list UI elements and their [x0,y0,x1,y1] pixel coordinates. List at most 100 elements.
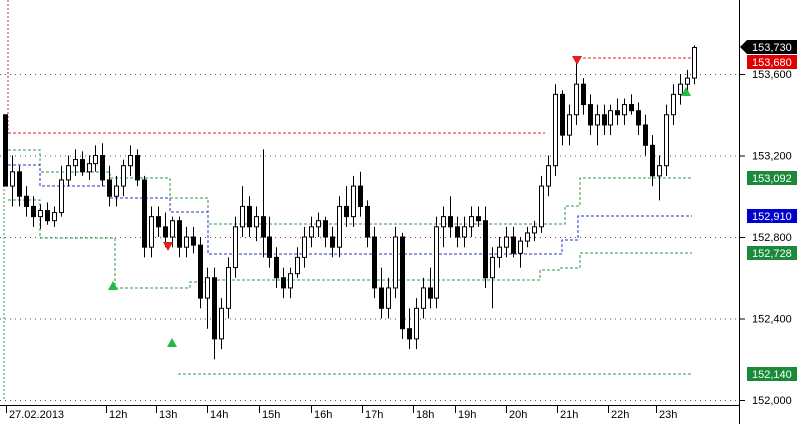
level-label-box [747,55,797,69]
upper-band-line [8,149,692,225]
x-tick-label: 12h [109,409,127,421]
level-label-box [747,367,797,381]
x-tick-label: 27.02.2013 [9,409,64,421]
candle-body [678,83,683,95]
candle-body [184,236,189,248]
candle-body [205,277,210,299]
candle-body [469,216,474,228]
x-tick-label: 18h [416,409,434,421]
candle-body [170,220,175,238]
candle-body [212,277,217,340]
x-tick-label: 22h [611,409,629,421]
candle-body [615,110,620,116]
candle-body [24,195,29,207]
level-label-text: 153,730 [752,42,792,54]
candle-body [588,104,593,126]
candle-body [219,307,224,340]
candle-body [52,212,57,222]
y-tick-label: 153,600 [752,69,792,81]
candle-body [10,171,15,187]
candle-body [455,226,460,238]
x-tick-label: 16h [314,409,332,421]
candle-body [135,155,140,181]
sell-signal-marker [163,242,173,251]
candle-body [490,256,495,279]
level-label-text: 152,140 [752,369,792,381]
candle-body [400,236,405,330]
candle-body [302,236,307,258]
candle-body [441,216,446,228]
candle-body [351,185,356,218]
candle-body [650,144,655,177]
y-axis: 152,000 152,400 152,800 153,200 153,600 [739,69,792,407]
candle-body [226,267,231,309]
candle-body [602,114,607,126]
candle-body [643,124,648,146]
level-label-text: 153,092 [752,173,792,185]
buy-signal-marker [681,87,691,96]
sell-signal-marker [572,56,582,65]
candle-body [428,287,433,299]
candle-body [434,226,439,299]
candle-body [107,179,112,197]
candle-body [344,205,349,218]
candle-body [45,210,50,222]
candle-body [191,236,196,246]
level-label-last-price: 153,730 [740,40,797,54]
candle-body [295,256,300,275]
candle-body [261,216,266,238]
candle-body [240,205,245,228]
candle-body [17,171,22,197]
y-tick-label: 153,200 [752,151,792,163]
x-tick-label: 20h [509,409,527,421]
markers [108,56,691,347]
candle-body [156,216,161,228]
lower-band-line [8,199,692,289]
level-label-green-upper: 153,092 [747,171,797,185]
candle-body [177,220,182,248]
y-tick-label: 152,800 [752,232,792,244]
candle-body [497,246,502,258]
candle-body [330,236,335,248]
x-tick-label: 17h [365,409,383,421]
candle-body [574,83,579,116]
candle-body [462,226,467,238]
candle-body [59,179,64,214]
candle-body [309,226,314,238]
candle-body [66,165,71,181]
candle-body [525,232,530,242]
candle-body [337,205,342,248]
candle-body [142,179,147,248]
candle-body [636,110,641,126]
candle-body [365,205,370,238]
candle-body [504,236,509,248]
level-label-box [747,171,797,185]
level-label-box [747,209,797,223]
candle-body [685,77,690,85]
candle-body [38,210,43,218]
candle-body [518,240,523,254]
candle-body [323,220,328,238]
candle-body [414,307,419,340]
candle-body [114,185,119,197]
candle-body [629,104,634,112]
candle-body [267,236,272,258]
candle-body [421,287,426,309]
x-tick-label: 21h [560,409,578,421]
x-tick-label: 19h [458,409,476,421]
candle-body [80,159,85,173]
candle-body [281,277,286,289]
level-label-green-lower: 152,728 [747,246,797,260]
candle-body [372,236,377,289]
candle-body [476,216,481,222]
candle-body [31,205,36,218]
candle-body [358,185,363,207]
candle-body [73,159,78,167]
candle-body [128,155,133,167]
level-label-upper-red: 153,680 [747,55,797,69]
candle-body [316,220,321,228]
candle-body [407,328,412,340]
